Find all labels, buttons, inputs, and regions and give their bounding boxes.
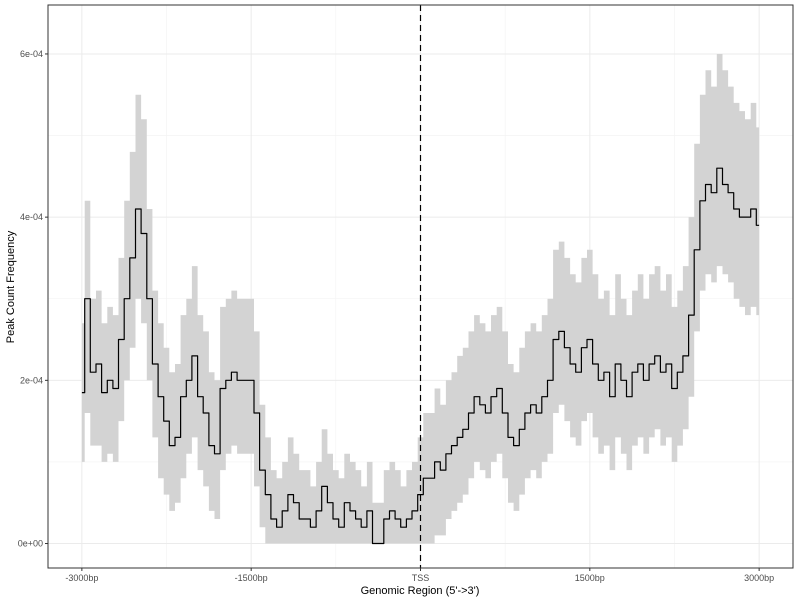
x-tick-label: -3000bp: [65, 573, 98, 583]
x-axis: -3000bp -1500bp TSS 1500bp 3000bp: [65, 568, 774, 583]
y-axis-title: Peak Count Frequency: [5, 230, 17, 343]
y-tick-label: 0e+00: [18, 539, 43, 549]
y-tick-label: 4e-04: [20, 212, 43, 222]
series-line: [81, 167, 760, 545]
x-tick-label: 3000bp: [744, 573, 774, 583]
x-tick-label: 1500bp: [575, 573, 605, 583]
x-tick-label: -1500bp: [235, 573, 268, 583]
y-tick-label: 6e-04: [20, 49, 43, 59]
y-tick-label: 2e-04: [20, 375, 43, 385]
y-axis: 0e+00 2e-04 4e-04 6e-04: [18, 49, 48, 549]
confidence-band: [81, 54, 760, 544]
x-tick-label: TSS: [412, 573, 430, 583]
x-axis-title: Genomic Region (5'->3'): [361, 585, 480, 597]
